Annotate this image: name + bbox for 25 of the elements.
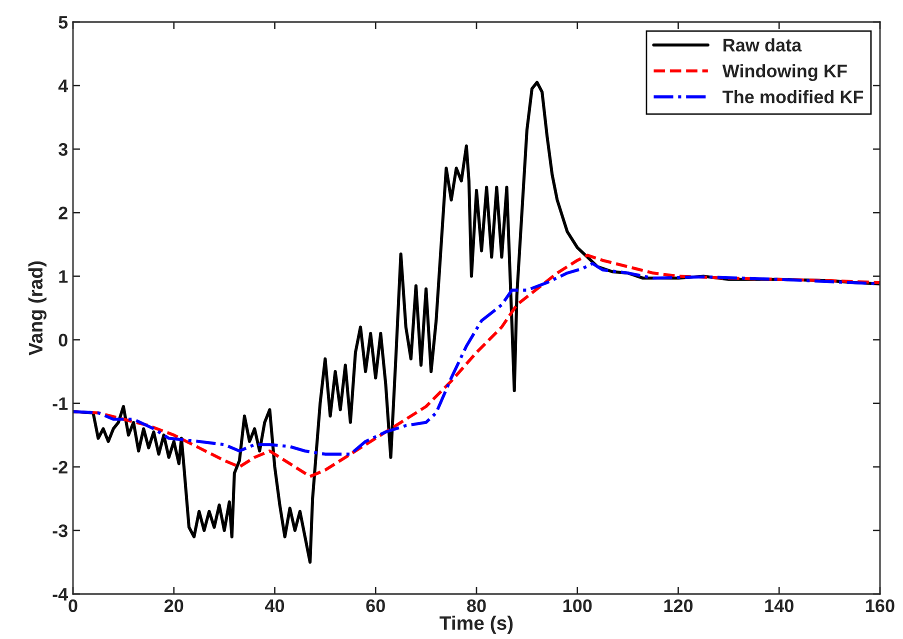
x-tick-label: 20	[164, 599, 184, 612]
y-tick-label: -2	[52, 460, 68, 474]
y-tick-label: -3	[52, 524, 68, 538]
x-tick-label: 140	[765, 599, 794, 612]
y-axis-title: Vang (rad)	[28, 261, 47, 356]
x-axis-title: Time (s)	[440, 616, 513, 634]
y-tick-label: 3	[58, 143, 68, 156]
line-series	[73, 80, 880, 564]
y-tick-label: -4	[52, 588, 68, 601]
x-tick-label: 80	[467, 599, 486, 612]
x-tick-label: 60	[366, 599, 385, 612]
x-tick-label: 160	[866, 599, 894, 612]
legend-label: The modified KF	[722, 90, 864, 104]
x-tick-label: 120	[664, 599, 693, 612]
legend-label: Windowing KF	[722, 64, 847, 82]
y-tick-label: 2	[58, 206, 68, 220]
y-tick-label: 5	[58, 16, 68, 29]
y-tick-label: -1	[52, 397, 68, 410]
x-tick-label: 100	[563, 599, 592, 612]
y-tick-label: 0	[58, 334, 68, 346]
legend-label: Raw data	[724, 38, 802, 52]
y-tick-label: 4	[58, 80, 68, 92]
y-tick-label: 1	[59, 270, 68, 283]
x-tick-label: 40	[264, 599, 284, 612]
x-tick-label: 0	[68, 599, 78, 612]
